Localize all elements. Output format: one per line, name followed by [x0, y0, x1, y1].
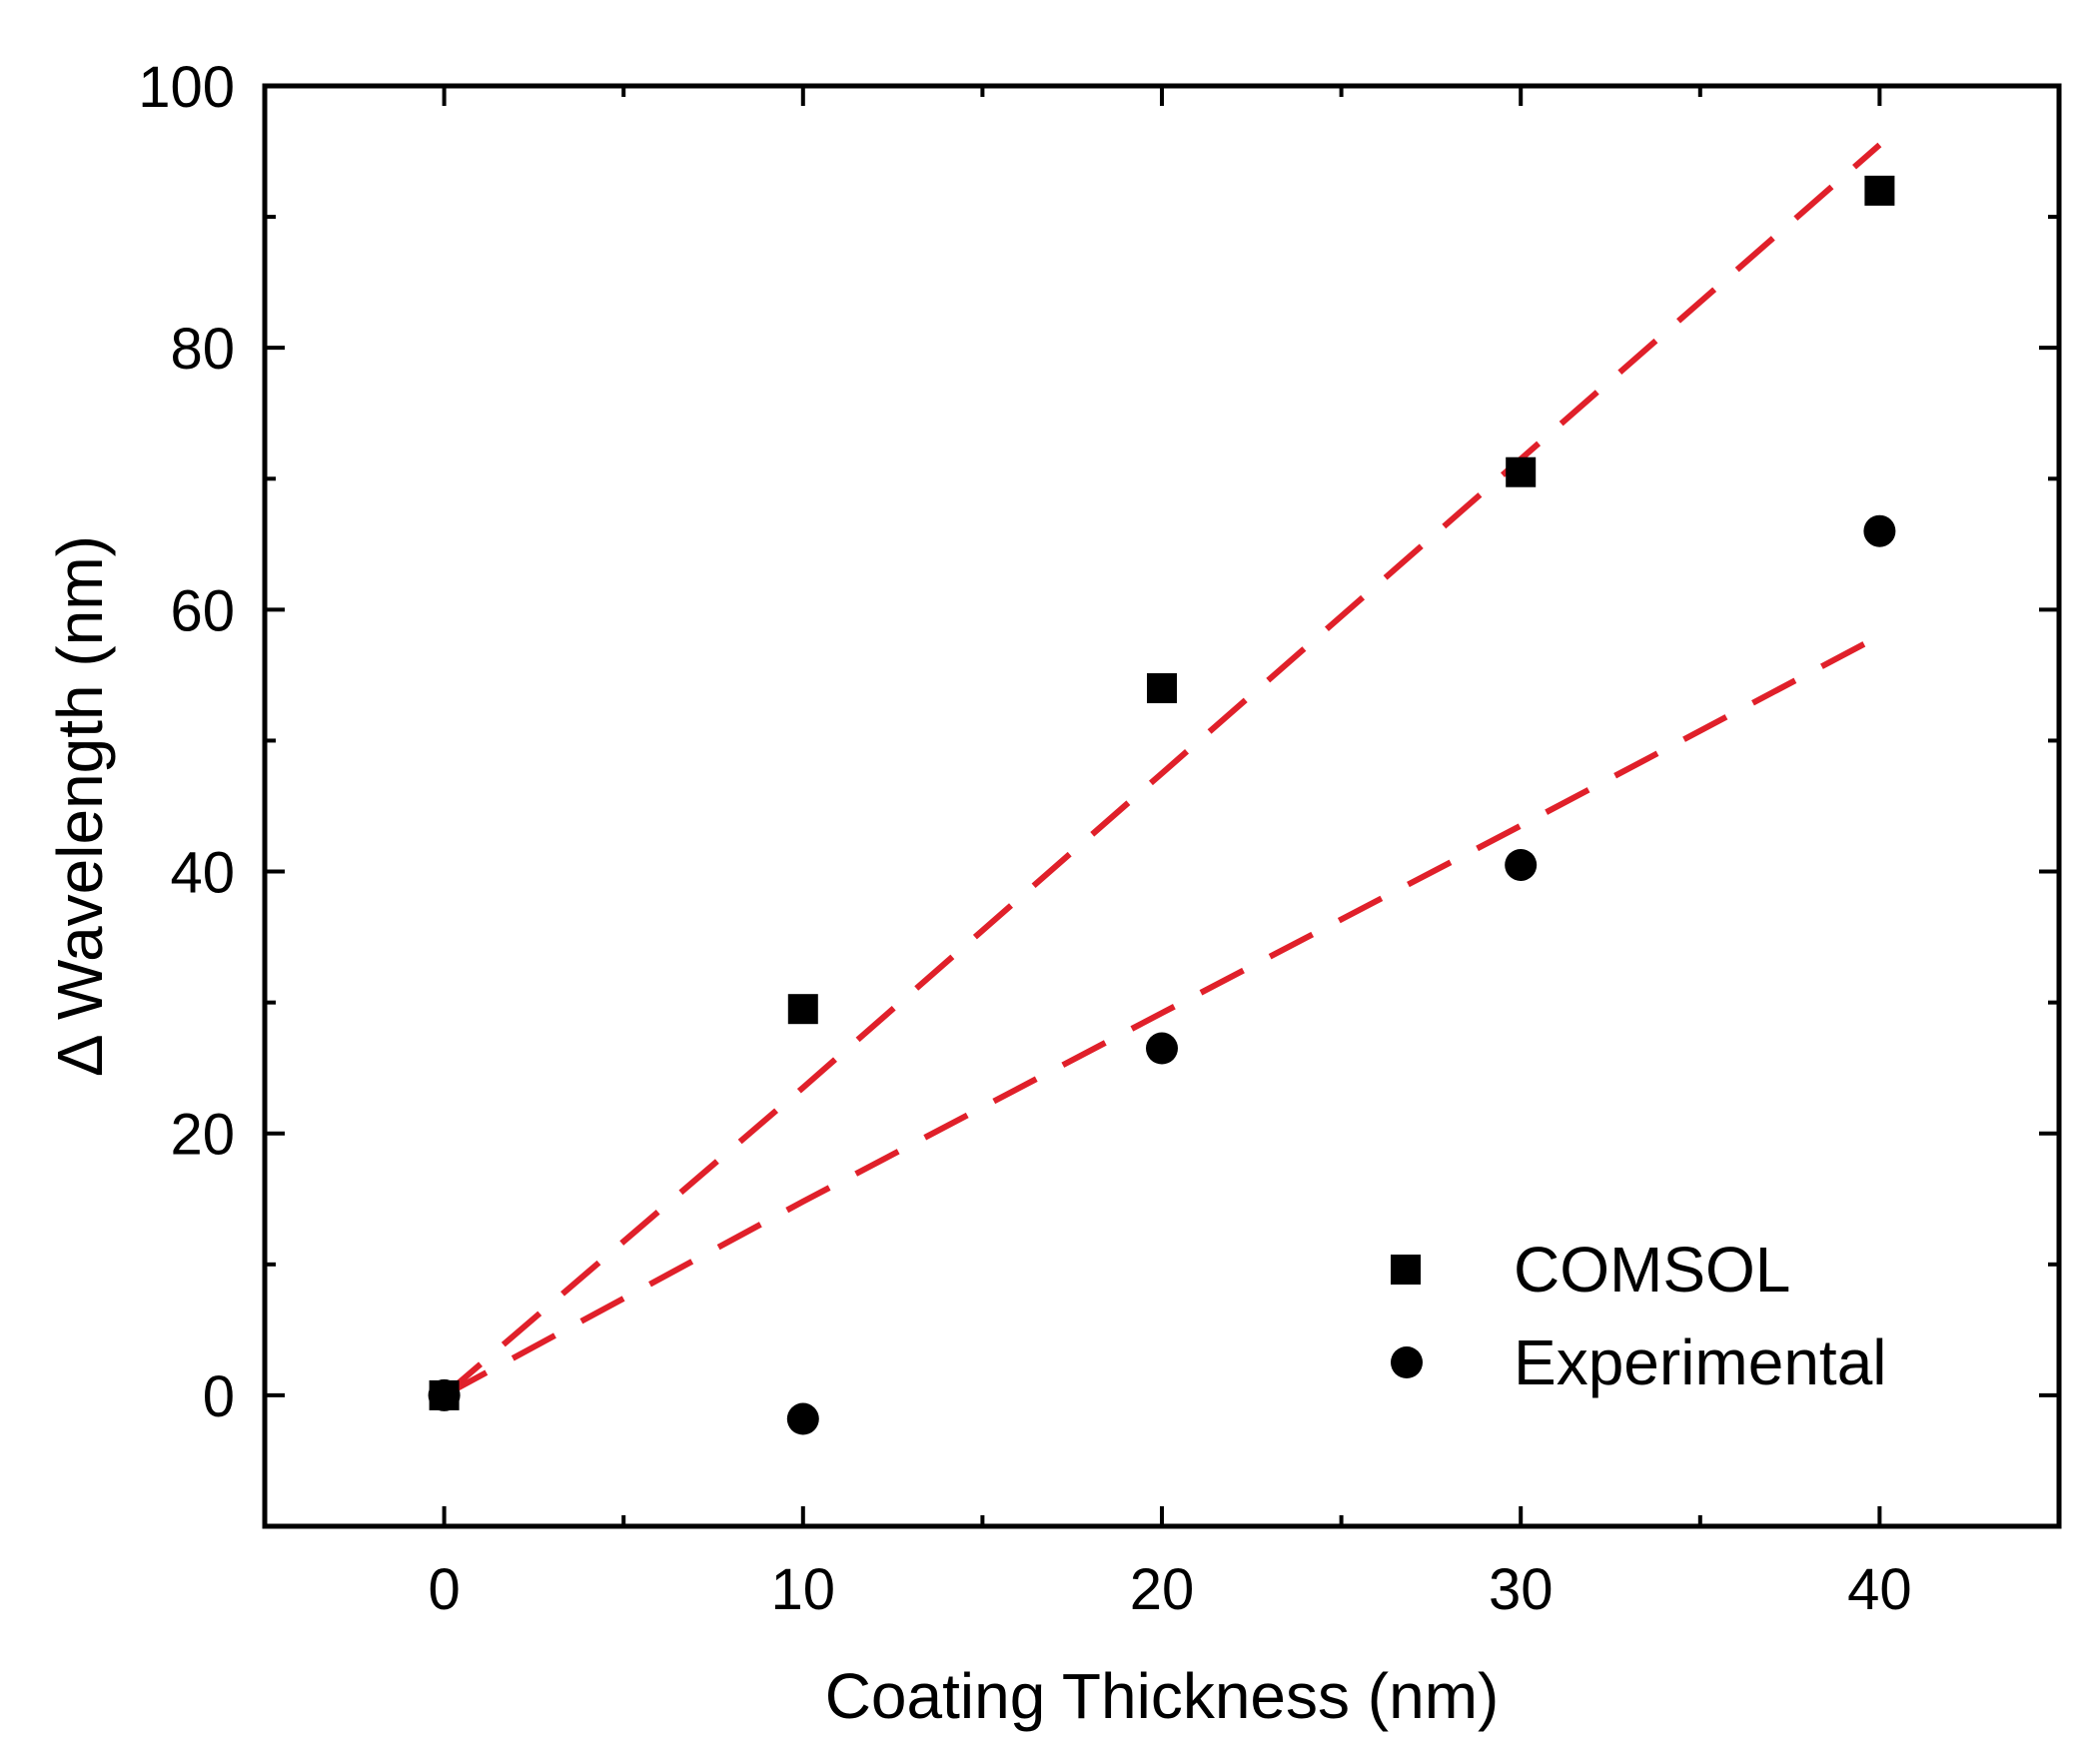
fit-line-comsol — [442, 142, 1882, 1398]
legend-marker-comsol — [1391, 1255, 1421, 1285]
point-experimental — [1146, 1032, 1178, 1065]
x-tick-label: 40 — [1847, 1557, 1912, 1622]
plot-frame — [262, 83, 2062, 1529]
x-axis-title: Coating Thickness (nm) — [825, 1660, 1500, 1732]
x-tick-label: 0 — [428, 1557, 460, 1622]
legend-label-comsol: COMSOL — [1514, 1234, 1790, 1306]
fit-line-experimental — [443, 632, 1881, 1398]
x-tick-label: 20 — [1130, 1557, 1195, 1622]
data-points — [428, 175, 1896, 1435]
point-comsol — [787, 994, 818, 1025]
y-tick-label: 80 — [170, 317, 235, 382]
point-experimental — [786, 1402, 819, 1435]
y-tick-label: 0 — [203, 1364, 235, 1429]
point-comsol — [1864, 175, 1895, 206]
y-tick-label: 60 — [170, 578, 235, 643]
x-tick-label: 30 — [1489, 1557, 1554, 1622]
x-tick-label: 10 — [771, 1557, 836, 1622]
point-experimental — [1505, 848, 1538, 881]
point-comsol — [1506, 456, 1537, 487]
point-comsol — [1147, 673, 1177, 704]
legend-marker-experimental — [1391, 1346, 1423, 1378]
axis-ticks — [263, 84, 2061, 1528]
y-tick-label: 40 — [170, 841, 235, 906]
legend-label-experimental: Experimental — [1514, 1326, 1887, 1398]
y-axis-title: Δ Wavelength (nm) — [44, 535, 116, 1077]
fit-lines — [442, 142, 1882, 1398]
legend: COMSOL Experimental — [1391, 1234, 1887, 1398]
point-experimental — [1863, 514, 1896, 547]
y-tick-label: 20 — [170, 1103, 235, 1168]
y-tick-label: 100 — [138, 55, 235, 120]
point-experimental — [428, 1378, 461, 1411]
axis-tick-labels: 0 10 20 30 40 0 20 40 60 80 100 — [138, 55, 1911, 1622]
